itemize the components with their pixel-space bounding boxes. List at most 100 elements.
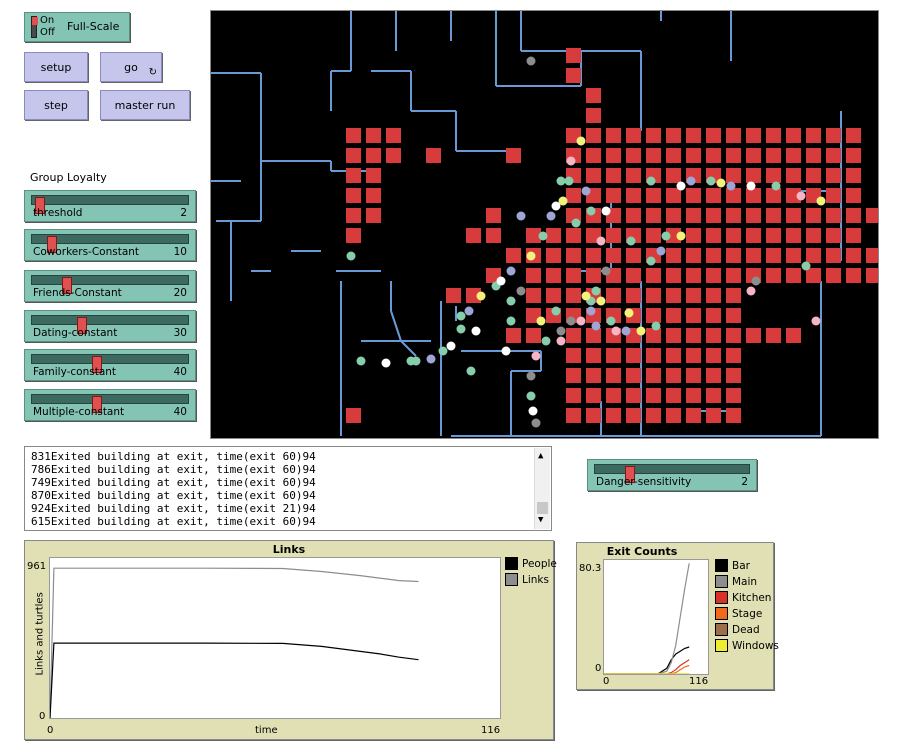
full-scale-switch[interactable]: On Off Full-Scale bbox=[24, 12, 130, 42]
slider-knob[interactable] bbox=[92, 396, 102, 413]
danger-track[interactable] bbox=[594, 464, 750, 483]
person bbox=[746, 286, 756, 296]
fire-tile bbox=[366, 168, 381, 183]
fire-tile bbox=[666, 228, 681, 243]
slider-track[interactable] bbox=[31, 354, 189, 373]
legend-entry: Main bbox=[715, 575, 757, 588]
person bbox=[564, 176, 574, 186]
step-button[interactable]: step bbox=[24, 90, 88, 120]
switch-lever[interactable] bbox=[31, 16, 38, 38]
fire-tile bbox=[706, 128, 721, 143]
person bbox=[566, 156, 576, 166]
fire-tile bbox=[706, 388, 721, 403]
fire-tile bbox=[806, 168, 821, 183]
fire-tile bbox=[346, 148, 361, 163]
slider-value: 40 bbox=[173, 366, 187, 378]
fire-tile bbox=[746, 148, 761, 163]
fire-tile bbox=[846, 268, 861, 283]
person bbox=[646, 256, 656, 266]
danger-sensitivity-slider[interactable]: Danger-sensitivity 2 bbox=[587, 459, 757, 491]
slider-dating-constant[interactable]: Dating-constant 30 bbox=[24, 310, 196, 342]
legend-swatch bbox=[715, 607, 728, 620]
fire-tile bbox=[826, 248, 841, 263]
slider-multiple-constant[interactable]: Multiple-constant 40 bbox=[24, 389, 196, 421]
legend-entry: Links bbox=[505, 573, 549, 586]
scroll-up-icon[interactable]: ▲ bbox=[538, 451, 544, 461]
fire-tile bbox=[566, 268, 581, 283]
fire-tile bbox=[686, 288, 701, 303]
legend-swatch bbox=[715, 623, 728, 636]
slider-track[interactable] bbox=[31, 394, 189, 413]
slider-track[interactable] bbox=[31, 234, 189, 253]
person bbox=[456, 324, 466, 334]
slider-coworkers-constant[interactable]: Coworkers-Constant 10 bbox=[24, 229, 196, 261]
slider-track[interactable] bbox=[31, 315, 189, 334]
fire-tile bbox=[606, 128, 621, 143]
person bbox=[566, 316, 576, 326]
fire-tile bbox=[646, 208, 661, 223]
fire-tile bbox=[846, 168, 861, 183]
person bbox=[501, 346, 511, 356]
fire-tile bbox=[786, 268, 801, 283]
slider-knob[interactable] bbox=[92, 356, 102, 373]
world-view[interactable] bbox=[210, 10, 879, 439]
slider-knob[interactable] bbox=[62, 277, 72, 294]
person bbox=[661, 231, 671, 241]
person bbox=[438, 346, 448, 356]
scroll-down-icon[interactable]: ▼ bbox=[538, 515, 544, 525]
slider-value: 2 bbox=[180, 207, 187, 219]
go-button[interactable]: go ↻ bbox=[100, 52, 162, 82]
links-ymax: 961 bbox=[27, 561, 47, 572]
log-scrollbar[interactable]: ▲ ▼ bbox=[534, 448, 550, 529]
fire-tile bbox=[606, 368, 621, 383]
fire-tile bbox=[706, 188, 721, 203]
fire-tile bbox=[626, 208, 641, 223]
slider-knob[interactable] bbox=[47, 236, 57, 253]
fire-tile bbox=[666, 308, 681, 323]
fire-tile bbox=[706, 148, 721, 163]
series-line-people bbox=[49, 642, 419, 719]
slider-family-constant[interactable]: Family-constant 40 bbox=[24, 349, 196, 381]
person bbox=[526, 251, 536, 261]
fire-tile bbox=[586, 328, 601, 343]
slider-threshold[interactable]: threshold 2 bbox=[24, 190, 196, 222]
person bbox=[656, 246, 666, 256]
person bbox=[464, 306, 474, 316]
fire-tile bbox=[706, 208, 721, 223]
output-log[interactable]: 831Exited building at exit, time(exit 60… bbox=[24, 446, 552, 531]
fire-tile bbox=[866, 208, 878, 223]
person bbox=[471, 326, 481, 336]
master-run-button[interactable]: master run bbox=[100, 90, 190, 120]
person bbox=[546, 211, 556, 221]
fire-tile bbox=[526, 288, 541, 303]
fire-tile bbox=[606, 168, 621, 183]
forever-icon: ↻ bbox=[148, 67, 157, 78]
person bbox=[356, 356, 366, 366]
fire-tile bbox=[586, 368, 601, 383]
fire-tile bbox=[666, 288, 681, 303]
slider-friends-constant[interactable]: Friends-Constant 20 bbox=[24, 270, 196, 302]
person bbox=[541, 336, 551, 346]
person bbox=[706, 176, 716, 186]
log-line: 615Exited building at exit, time(exit 60… bbox=[31, 515, 316, 528]
fire-tile bbox=[646, 408, 661, 423]
fire-tile bbox=[686, 328, 701, 343]
fire-tile bbox=[466, 228, 481, 243]
fire-tile bbox=[346, 208, 361, 223]
slider-knob[interactable] bbox=[77, 317, 87, 334]
fire-tile bbox=[646, 388, 661, 403]
fire-tile bbox=[366, 208, 381, 223]
group-loyalty-label: Group Loyalty bbox=[30, 171, 107, 184]
slider-track[interactable] bbox=[31, 195, 189, 214]
fire-tile bbox=[666, 348, 681, 363]
legend-swatch bbox=[715, 559, 728, 572]
scroll-thumb[interactable] bbox=[537, 502, 548, 514]
person bbox=[556, 336, 566, 346]
person bbox=[581, 186, 591, 196]
fire-tile bbox=[666, 408, 681, 423]
danger-knob[interactable] bbox=[625, 466, 635, 483]
setup-button[interactable]: setup bbox=[24, 52, 88, 82]
slider-knob[interactable] bbox=[35, 197, 45, 214]
fire-tile bbox=[666, 188, 681, 203]
slider-track[interactable] bbox=[31, 275, 189, 294]
